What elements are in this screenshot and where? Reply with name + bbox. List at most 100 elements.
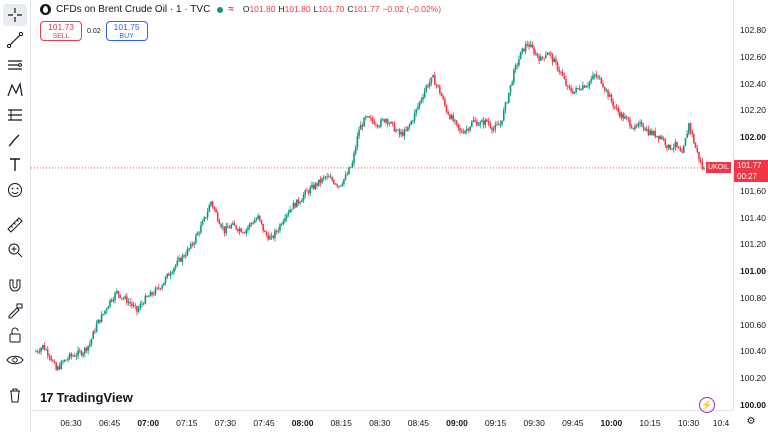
candle xyxy=(370,114,372,122)
tradingview-watermark[interactable]: 17 TradingView xyxy=(40,390,133,405)
candle xyxy=(36,349,39,354)
candle xyxy=(97,319,100,324)
candle-body xyxy=(545,55,547,59)
candle xyxy=(474,116,476,124)
time-tick-label: 10:00 xyxy=(600,418,623,428)
candle-body xyxy=(608,94,611,97)
candle xyxy=(415,108,418,117)
candle-body xyxy=(524,44,527,52)
candle-body xyxy=(698,151,700,160)
candle xyxy=(676,141,678,149)
candle xyxy=(245,228,248,237)
candle xyxy=(364,115,367,121)
candle-body xyxy=(470,122,473,127)
candle-body xyxy=(193,242,195,245)
candle-body xyxy=(460,130,463,133)
candle xyxy=(85,346,88,354)
candle-body xyxy=(556,62,559,70)
candle-body xyxy=(378,126,381,128)
candle-body xyxy=(205,217,207,219)
candle-body xyxy=(551,54,554,63)
time-axis[interactable]: 06:30 06:45 07:00 07:15 07:30 07:45 08:00 08:15… xyxy=(31,410,733,433)
candle xyxy=(385,117,387,125)
text-icon[interactable] xyxy=(3,154,27,176)
candle-body xyxy=(439,86,441,94)
candle xyxy=(656,135,658,138)
candle xyxy=(206,207,209,221)
emoji-icon[interactable] xyxy=(3,179,27,201)
magnet-icon[interactable] xyxy=(3,274,27,296)
trend-line-icon[interactable] xyxy=(3,29,27,51)
candle-body xyxy=(230,224,232,229)
candle xyxy=(95,320,98,333)
candle-body xyxy=(237,229,239,232)
candle xyxy=(317,179,320,187)
price-tick-label: 102.80 xyxy=(740,25,766,35)
ohlc-key: O xyxy=(242,4,250,14)
time-tick-label: 06:30 xyxy=(60,418,82,428)
candle xyxy=(201,219,204,226)
lock-drawing-icon[interactable] xyxy=(3,299,27,321)
candle xyxy=(701,157,704,171)
zoom-in-icon[interactable] xyxy=(3,239,27,261)
candle xyxy=(152,291,155,296)
trash-icon[interactable] xyxy=(3,384,27,406)
candle xyxy=(316,182,318,190)
candle xyxy=(391,121,394,127)
candle xyxy=(348,165,350,175)
candle xyxy=(58,362,61,370)
candle xyxy=(491,126,493,134)
candle xyxy=(427,83,429,89)
sell-button[interactable]: 101.73 SELL xyxy=(40,21,82,41)
candle-body xyxy=(134,305,137,307)
lightning-icon[interactable]: ⚡ xyxy=(699,397,715,413)
candle-body xyxy=(312,184,315,189)
candle xyxy=(444,96,446,108)
candle-body xyxy=(275,230,278,232)
horizontal-lines-icon[interactable] xyxy=(3,54,27,76)
candle-body xyxy=(597,76,599,78)
candle-body xyxy=(77,350,79,356)
symbol-title[interactable]: CFDs on Brent Crude Oil · 1 · TVC xyxy=(56,4,211,15)
candle-body xyxy=(546,52,549,56)
candle xyxy=(265,230,268,238)
candle xyxy=(284,214,286,224)
candle xyxy=(688,122,690,136)
ruler-icon[interactable] xyxy=(3,214,27,236)
brush-icon[interactable] xyxy=(3,129,27,151)
ohlc-value: −0.02 (−0.02%) xyxy=(382,4,442,14)
candle xyxy=(126,292,128,306)
buy-button[interactable]: 101.75 BUY xyxy=(105,21,148,41)
candle xyxy=(341,181,344,187)
candle-body xyxy=(649,130,651,135)
candle-body xyxy=(526,44,529,46)
candle xyxy=(561,69,564,77)
pattern-icon[interactable] xyxy=(3,79,27,101)
fib-icon[interactable] xyxy=(3,104,27,126)
candle xyxy=(558,66,561,75)
candle-body xyxy=(497,124,500,126)
candle-body xyxy=(102,313,105,315)
lock-icon[interactable] xyxy=(3,324,27,346)
candle-body xyxy=(152,294,155,296)
candlestick-chart[interactable] xyxy=(31,0,733,410)
candle xyxy=(203,216,206,223)
candle xyxy=(518,55,520,68)
gear-icon[interactable]: ⚙ xyxy=(746,416,756,427)
candle xyxy=(72,354,74,358)
candle-body xyxy=(489,123,492,128)
price-axis[interactable]: 102.80102.60102.40102.20102.00101.80101.… xyxy=(733,0,768,410)
candle-body xyxy=(622,113,625,119)
candle xyxy=(371,115,374,124)
candle xyxy=(110,297,113,303)
candle-body xyxy=(346,173,349,176)
candle-body xyxy=(67,358,69,360)
crosshair-icon[interactable] xyxy=(3,4,27,26)
chart-pane[interactable] xyxy=(31,0,733,410)
candle-body xyxy=(213,206,216,209)
candle xyxy=(376,124,379,129)
candle xyxy=(538,54,540,64)
candle-body xyxy=(176,260,179,266)
candle-body xyxy=(492,129,495,131)
eye-icon[interactable] xyxy=(3,349,27,371)
